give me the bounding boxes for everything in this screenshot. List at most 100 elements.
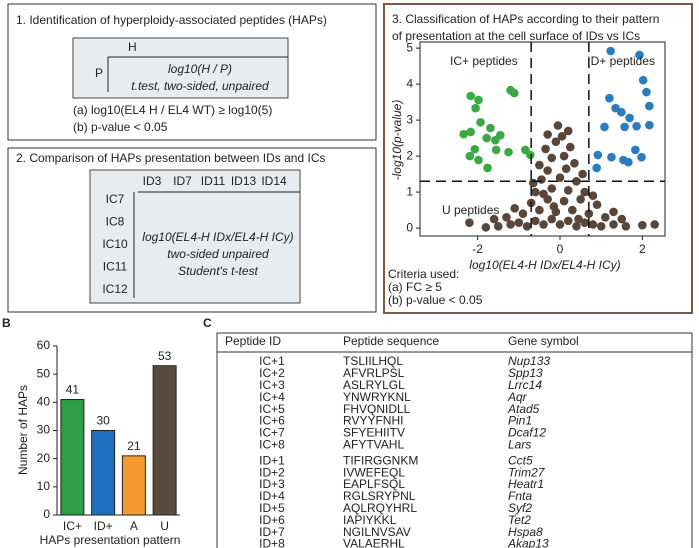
gene-symbol: Syf2: [508, 501, 532, 515]
point: [535, 205, 544, 215]
point: [482, 133, 492, 143]
point: [506, 85, 515, 95]
point: [502, 212, 511, 222]
series-label: IC+ peptides: [450, 54, 518, 68]
point: [584, 209, 594, 218]
series-label: U peptides: [442, 203, 499, 217]
gene-symbol: Aqr: [507, 390, 528, 404]
peptide-sequence: IVWEFEQL: [343, 465, 405, 479]
chart-title: of presentation at the cell surface of I…: [392, 29, 640, 43]
series-label: ID+ peptides: [587, 54, 655, 68]
bar: [60, 399, 85, 516]
point: [572, 221, 581, 231]
point: [528, 178, 538, 188]
peptide-sequence: SFYEHIITV: [343, 426, 405, 440]
gene-symbol: Fnta: [508, 489, 532, 503]
peptide-id: ID+2: [259, 465, 285, 479]
row-label: IC10: [102, 237, 128, 251]
column-label: ID14: [261, 174, 287, 188]
peptide-id: IC+7: [259, 426, 285, 440]
box-title: 1. Identification of hyperploidy-associa…: [16, 13, 327, 27]
peptide-id: IC+2: [259, 366, 285, 380]
point: [510, 203, 520, 213]
formula: log10(H / P): [168, 62, 232, 76]
peptide-id: IC+1: [259, 354, 285, 368]
point: [537, 175, 546, 184]
point: [593, 150, 603, 160]
box-title: 2. Comparison of HAPs presentation betwe…: [16, 151, 326, 165]
x-axis-label: log10(EL4-H IDx/EL4-H ICy): [469, 258, 620, 272]
point: [549, 202, 559, 211]
point: [568, 205, 577, 215]
value-label: 41: [66, 383, 80, 397]
point: [563, 185, 573, 195]
point: [543, 130, 552, 139]
point: [539, 189, 548, 199]
box-1: [7, 3, 377, 141]
y-tick-label: 10: [37, 479, 51, 493]
label: H: [128, 40, 137, 54]
peptide-id: ID+1: [259, 453, 285, 467]
point: [474, 155, 483, 165]
point: [637, 152, 646, 162]
point: [526, 150, 535, 160]
point: [495, 130, 505, 140]
value-label: 21: [127, 439, 141, 453]
criterion: (a) log10(EL4 H / EL4 WT) ≥ log10(5): [73, 103, 272, 117]
x-tick-label: ID+: [94, 519, 113, 533]
bar: [121, 455, 146, 516]
point: [471, 103, 480, 113]
point: [514, 218, 524, 227]
y-tick-label: 20: [37, 451, 51, 465]
point: [609, 207, 618, 217]
point: [489, 214, 499, 224]
y-tick-label: 1: [406, 184, 413, 198]
peptide-sequence: VALAERHL: [343, 537, 405, 548]
peptide-id: IC+3: [259, 378, 285, 392]
gene-symbol: Cct5: [508, 453, 533, 467]
point: [506, 220, 515, 229]
point: [559, 151, 569, 161]
point: [547, 153, 557, 163]
point: [631, 145, 640, 155]
column-header: Peptide sequence: [343, 334, 439, 348]
peptide-id: ID+8: [259, 537, 285, 548]
gene-symbol: Lars: [508, 437, 531, 451]
peptide-id: IC+8: [259, 437, 285, 451]
x-tick-label: A: [130, 519, 138, 533]
point: [459, 129, 468, 139]
point: [635, 50, 644, 60]
point: [625, 113, 634, 123]
gene-symbol: Atad5: [507, 402, 540, 416]
point: [645, 120, 654, 130]
point: [561, 164, 571, 173]
point: [535, 160, 544, 170]
peptide-id: ID+6: [259, 513, 285, 527]
y-tick-label: 0: [43, 507, 50, 521]
point: [592, 200, 602, 209]
point: [547, 214, 557, 224]
point: [632, 121, 641, 131]
point: [600, 212, 610, 222]
column-label: ID11: [201, 174, 226, 188]
point: [553, 121, 563, 130]
peptide-id: ID+3: [259, 477, 285, 491]
gene-symbol: Trim27: [508, 465, 546, 479]
column-label: ID13: [231, 174, 257, 188]
point: [465, 218, 474, 227]
gene-symbol: Akap13: [507, 537, 549, 548]
peptide-id: IC+4: [259, 390, 285, 404]
gene-symbol: Nup133: [508, 354, 550, 368]
point: [588, 220, 598, 229]
peptide-sequence: IAPIYKKL: [343, 513, 397, 527]
y-tick-label: 40: [37, 395, 51, 409]
value-label: 30: [96, 414, 110, 428]
point: [476, 117, 485, 127]
peptide-sequence: EAPLFSQL: [343, 477, 405, 491]
point: [470, 144, 480, 154]
chart-title: 3. Classification of HAPs according to t…: [392, 12, 659, 26]
row-label: IC11: [103, 260, 128, 274]
point: [578, 169, 587, 179]
y-axis-label: Number of HAPs: [16, 385, 30, 475]
